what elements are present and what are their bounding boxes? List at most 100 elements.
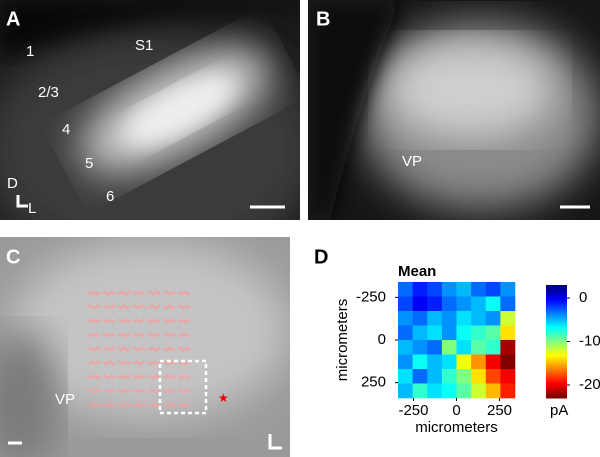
colorbar-segment xyxy=(546,382,567,386)
colorbar-segment xyxy=(546,360,567,363)
trace xyxy=(177,373,191,381)
colorbar-tick-label: -10 xyxy=(579,332,600,349)
y-tick-label: 0 xyxy=(378,331,386,348)
annotation: VP xyxy=(55,391,75,408)
trace xyxy=(178,317,191,325)
heatmap-cell xyxy=(456,340,472,355)
heatmap-cell xyxy=(471,311,487,326)
trace xyxy=(162,303,176,311)
y-tick-label: 250 xyxy=(361,374,386,391)
trace xyxy=(177,331,191,339)
colorbar-tick-label: -20 xyxy=(579,376,600,393)
orientation-icon xyxy=(16,195,28,208)
trace xyxy=(148,387,161,395)
heatmap-cell xyxy=(412,282,428,297)
colorbar-segment xyxy=(546,356,567,359)
trace xyxy=(117,317,131,325)
trace xyxy=(147,359,161,367)
heatmap-cell xyxy=(500,311,516,326)
trace xyxy=(132,331,146,339)
trace xyxy=(117,401,131,409)
heatmap-cell xyxy=(427,311,443,326)
trace xyxy=(177,345,191,353)
heatmap-cell xyxy=(471,354,487,370)
heatmap-cell xyxy=(412,311,428,326)
colorbar-segment xyxy=(546,347,567,350)
x-tick-label: -250 xyxy=(398,402,428,419)
colorbar-segment xyxy=(546,354,567,358)
trace xyxy=(132,345,146,353)
colorbar-segment xyxy=(546,318,567,322)
trace xyxy=(118,289,131,297)
colorbar-segment xyxy=(546,373,567,376)
trace xyxy=(102,373,116,381)
colorbar-segment xyxy=(546,333,567,337)
trace xyxy=(147,317,161,325)
heatmap-cell xyxy=(456,325,472,341)
colorbar-segment xyxy=(546,313,567,316)
trace xyxy=(132,387,146,395)
heatmap-cell xyxy=(427,296,443,312)
heatmap-cell xyxy=(500,354,516,370)
heatmap-cell xyxy=(485,340,501,355)
heatmap-cell xyxy=(500,383,516,399)
trace xyxy=(87,373,101,381)
colorbar-segment xyxy=(546,352,567,356)
trace xyxy=(147,373,161,381)
colorbar-segment xyxy=(546,311,567,314)
colorbar-segment xyxy=(546,396,567,399)
colorbar-segment xyxy=(546,375,567,378)
annotation: 2/3 xyxy=(38,84,59,101)
annotation: 6 xyxy=(106,188,114,205)
colorbar-segment xyxy=(546,367,567,371)
trace xyxy=(162,345,176,353)
trace-grid xyxy=(87,289,191,409)
colorbar-segment xyxy=(546,365,567,369)
trace xyxy=(117,345,131,353)
panel-label: C xyxy=(6,246,20,268)
colorbar-segment xyxy=(546,300,567,303)
colorbar-segment xyxy=(546,350,567,354)
trace xyxy=(162,317,176,325)
heatmap-cell xyxy=(500,296,516,312)
trace xyxy=(117,303,131,311)
trace xyxy=(118,331,131,339)
colorbar-segment xyxy=(546,301,567,305)
trace xyxy=(87,303,101,311)
trace xyxy=(102,331,116,339)
annotation: VP xyxy=(402,153,422,170)
heatmap-cell xyxy=(441,296,457,312)
heatmap-cell xyxy=(412,325,428,341)
trace xyxy=(117,359,131,367)
heatmap-cell xyxy=(471,282,487,297)
colorbar-segment xyxy=(546,286,567,290)
colorbar-segment xyxy=(546,307,567,310)
heatmap-cell xyxy=(398,383,413,399)
heatmap-cell xyxy=(412,354,428,370)
heatmap-cell xyxy=(485,369,501,384)
trace xyxy=(117,387,131,395)
y-axis-label: micrometers xyxy=(334,299,351,382)
colorbar-segment xyxy=(546,315,567,318)
colorbar-segment xyxy=(546,358,567,361)
heatmap-cell xyxy=(456,354,472,370)
heatmap-cell xyxy=(471,369,487,384)
trace xyxy=(147,331,161,339)
colorbar-segment xyxy=(546,394,567,397)
heatmap-cell xyxy=(441,311,457,326)
heatmap-cell xyxy=(398,282,413,297)
colorbar-segment xyxy=(546,328,567,331)
colorbar-segment xyxy=(546,371,567,375)
panel-label: D xyxy=(314,246,328,268)
heatmap-cell xyxy=(485,325,501,341)
heatmap-cell xyxy=(412,296,428,312)
heatmap-cell xyxy=(427,340,443,355)
colorbar-tick-label: 0 xyxy=(579,289,587,306)
trace xyxy=(132,289,146,297)
trace xyxy=(87,345,101,353)
trace xyxy=(133,401,146,409)
heatmap-cell xyxy=(500,325,516,341)
heatmap-cell xyxy=(441,354,457,370)
trace xyxy=(103,387,116,395)
heatmap-cell xyxy=(456,296,472,312)
